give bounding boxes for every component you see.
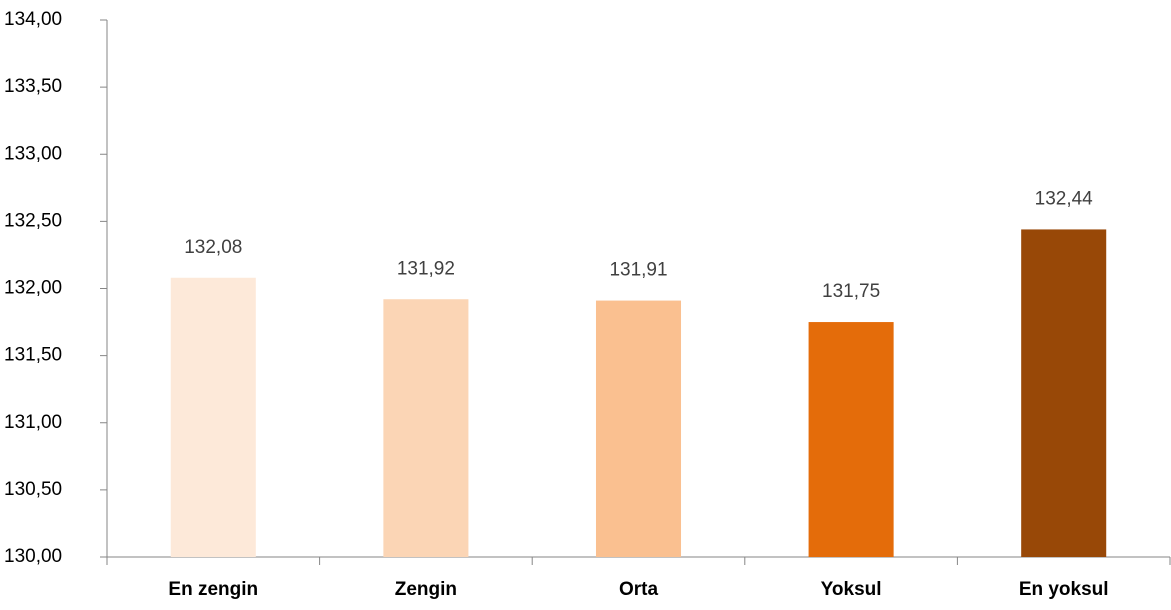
- y-tick-label: 134,00: [4, 9, 62, 30]
- data-label: 132,08: [184, 237, 242, 258]
- y-tick-label: 132,50: [4, 210, 62, 231]
- x-tick-label: Zengin: [395, 579, 457, 600]
- y-tick-label: 130,50: [4, 479, 62, 500]
- y-tick-label: 131,50: [4, 345, 62, 366]
- bar: [595, 300, 682, 557]
- y-tick-label: 133,00: [4, 143, 62, 164]
- x-tick-label: En yoksul: [1019, 579, 1109, 600]
- data-label: 131,75: [822, 281, 880, 302]
- bar: [170, 277, 256, 557]
- data-label: 131,91: [609, 260, 667, 281]
- y-tick-label: 131,00: [4, 412, 62, 433]
- data-label: 131,92: [397, 258, 455, 279]
- bar: [1021, 229, 1107, 557]
- y-tick-label: 132,00: [4, 278, 62, 299]
- y-tick-label: 133,50: [4, 76, 62, 97]
- x-tick-label: Yoksul: [821, 579, 882, 600]
- x-tick-label: Orta: [619, 579, 659, 600]
- bar: [383, 299, 469, 557]
- bar: [808, 322, 894, 557]
- y-tick-label: 130,00: [4, 546, 62, 567]
- x-tick-label: En zengin: [168, 579, 258, 600]
- data-label: 132,44: [1035, 188, 1094, 209]
